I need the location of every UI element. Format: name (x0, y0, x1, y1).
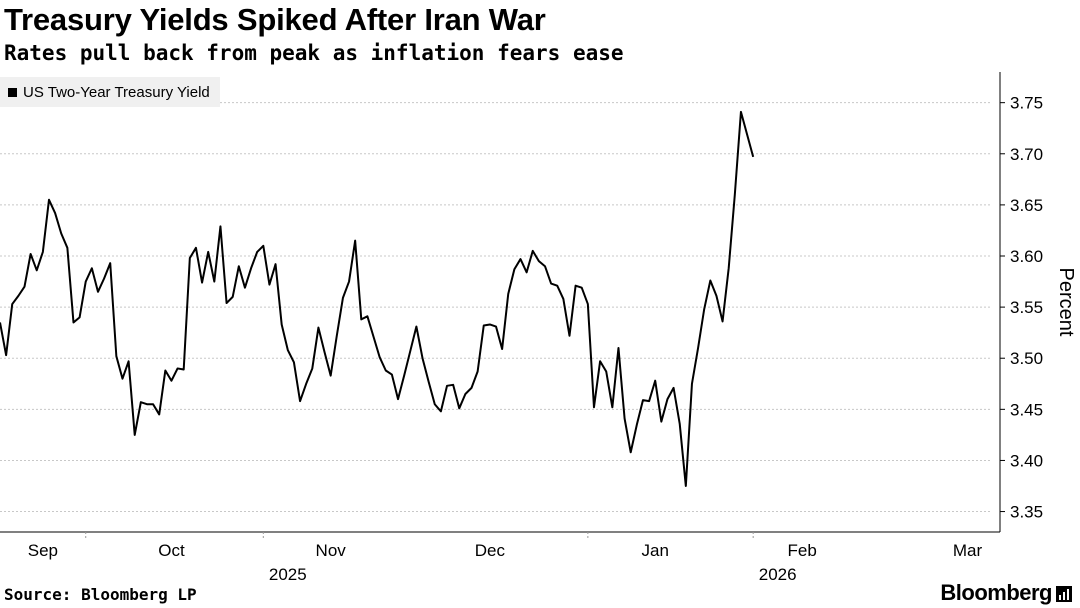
y-axis-label: Percent (1055, 268, 1077, 337)
y-tick-label: 3.45 (1010, 400, 1043, 419)
x-tick-label: Feb (788, 541, 817, 560)
x-tick-label: Dec (475, 541, 506, 560)
x-tick-label: Mar (953, 541, 983, 560)
series-line (0, 110, 755, 487)
x-year-label: 2026 (759, 565, 797, 584)
x-year-label: 2025 (269, 565, 307, 584)
chart-subtitle: Rates pull back from peak as inflation f… (4, 41, 624, 65)
x-tick-label: Oct (158, 541, 185, 560)
brand-wordmark: Bloomberg (940, 580, 1052, 605)
y-tick-label: 3.35 (1010, 503, 1043, 522)
y-tick-label: 3.65 (1010, 196, 1043, 215)
legend-swatch (8, 87, 17, 97)
x-tick-label: Sep (28, 541, 58, 560)
y-tick-label: 3.40 (1010, 451, 1043, 470)
y-tick-label: 3.60 (1010, 247, 1043, 266)
y-tick-label: 3.70 (1010, 145, 1043, 164)
y-tick-label: 3.75 (1010, 94, 1043, 113)
legend-label: US Two-Year Treasury Yield (23, 83, 210, 101)
y-tick-label: 3.50 (1010, 349, 1043, 368)
legend: US Two-Year Treasury Yield (0, 77, 220, 107)
x-tick-label: Nov (316, 541, 347, 560)
x-tick-label: Jan (641, 541, 668, 560)
source-note: Source: Bloomberg LP (4, 585, 197, 604)
chart-title: Treasury Yields Spiked After Iran War (4, 2, 546, 37)
bloomberg-chart-icon (1056, 586, 1072, 602)
y-tick-label: 3.55 (1010, 298, 1043, 317)
